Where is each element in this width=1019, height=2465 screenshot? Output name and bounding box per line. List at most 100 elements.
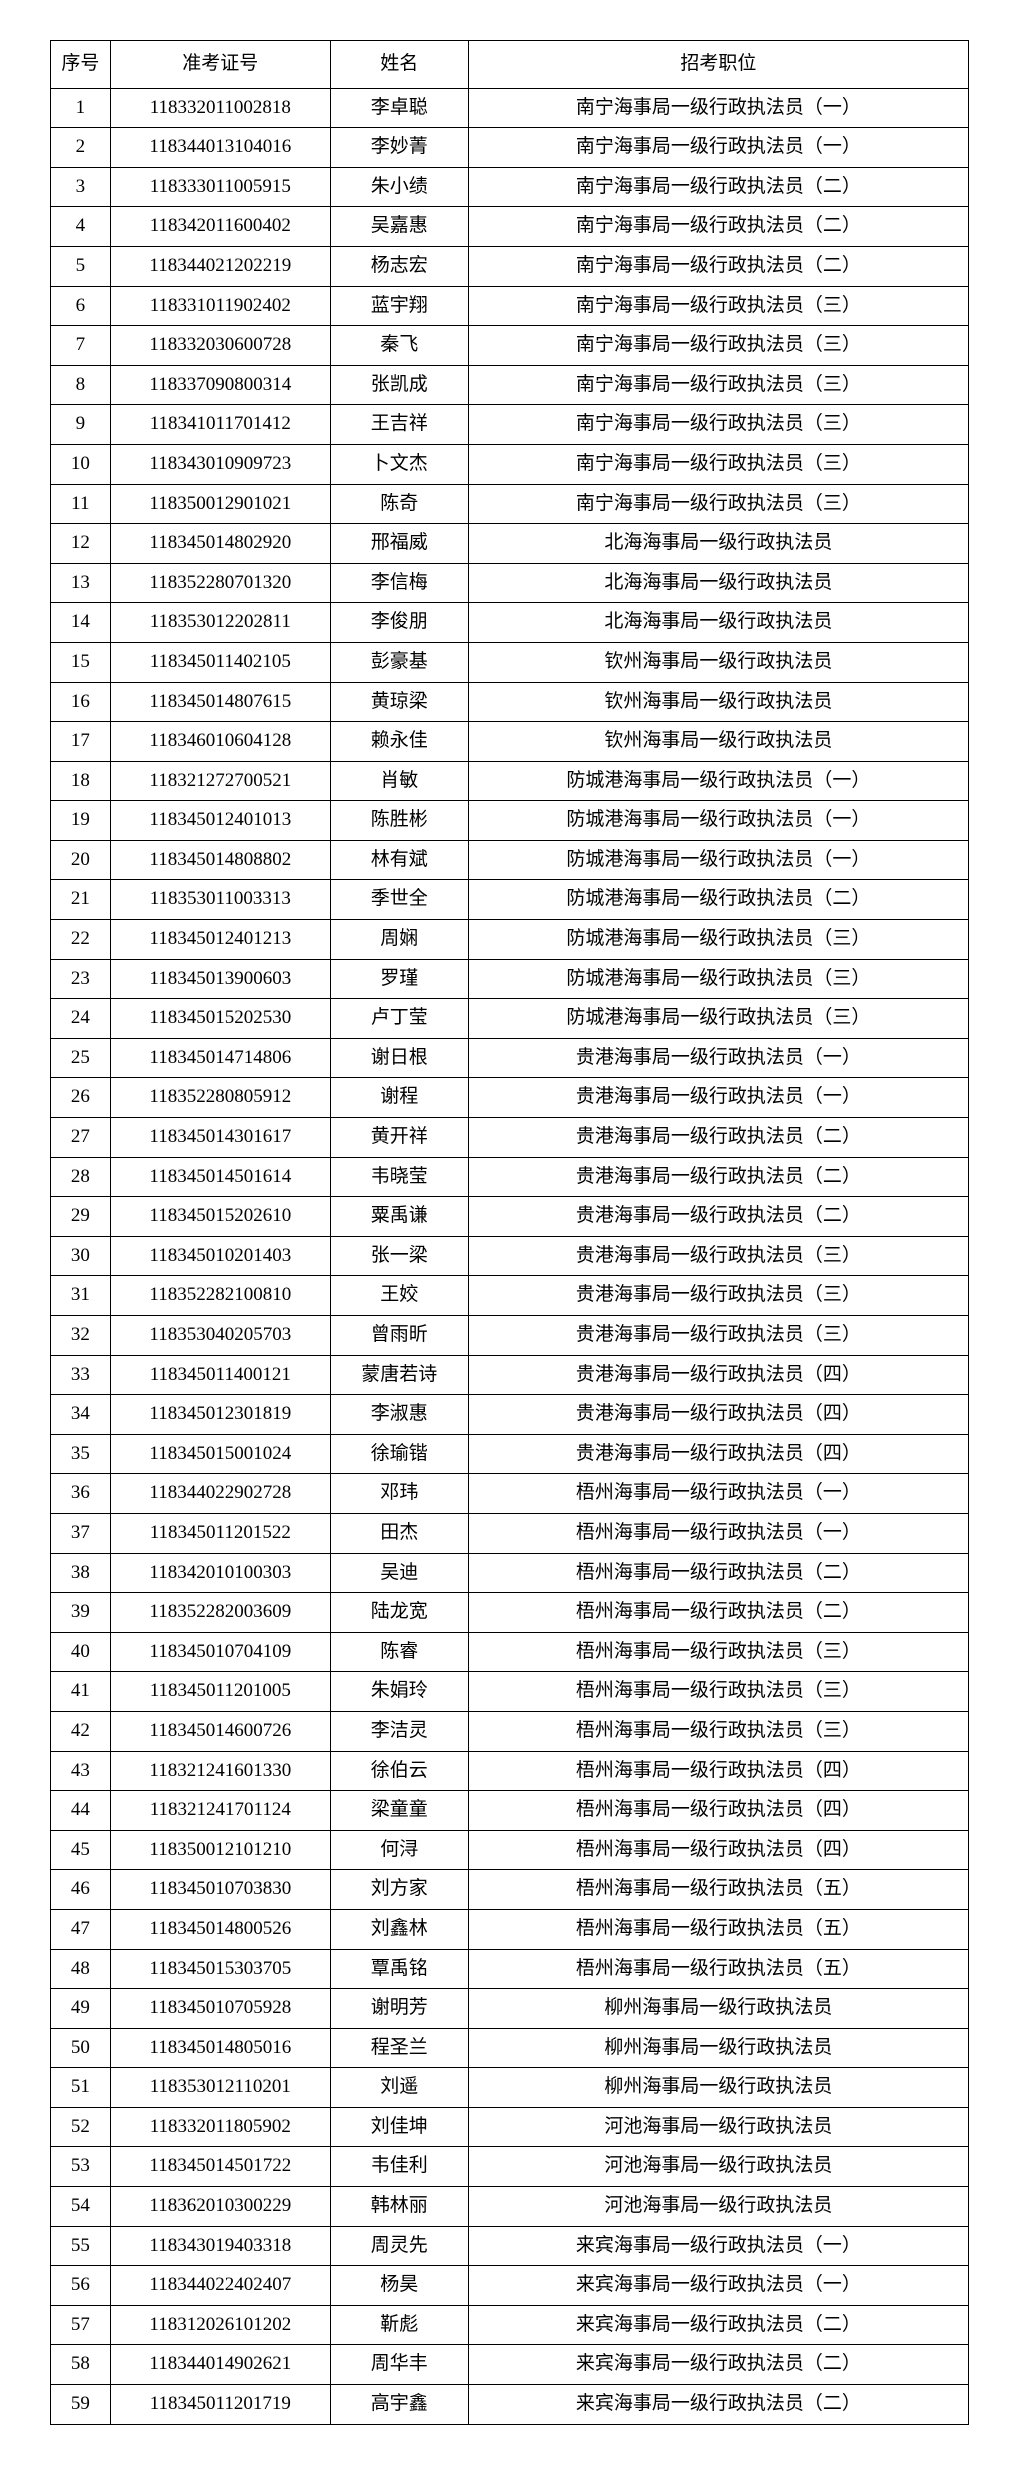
cell-examid: 118345011400121: [110, 1355, 330, 1395]
table-row: 24118345015202530卢丁莹防城港海事局一级行政执法员（三）: [51, 999, 969, 1039]
cell-name: 王吉祥: [330, 405, 468, 445]
cell-name: 吴迪: [330, 1553, 468, 1593]
cell-name: 黄开祥: [330, 1118, 468, 1158]
table-row: 23118345013900603罗瑾防城港海事局一级行政执法员（三）: [51, 959, 969, 999]
cell-name: 李淑惠: [330, 1395, 468, 1435]
table-row: 47118345014800526刘鑫林梧州海事局一级行政执法员（五）: [51, 1909, 969, 1949]
cell-examid: 118345014600726: [110, 1711, 330, 1751]
table-row: 3118333011005915朱小绩南宁海事局一级行政执法员（二）: [51, 167, 969, 207]
cell-name: 邓玮: [330, 1474, 468, 1514]
cell-seq: 18: [51, 761, 111, 801]
cell-examid: 118352280805912: [110, 1078, 330, 1118]
table-row: 20118345014808802林有斌防城港海事局一级行政执法员（一）: [51, 840, 969, 880]
table-row: 37118345011201522田杰梧州海事局一级行政执法员（一）: [51, 1513, 969, 1553]
cell-position: 贵港海事局一级行政执法员（四）: [468, 1395, 968, 1435]
cell-seq: 36: [51, 1474, 111, 1514]
cell-position: 防城港海事局一级行政执法员（三）: [468, 959, 968, 999]
cell-examid: 118353012110201: [110, 2068, 330, 2108]
table-row: 9118341011701412王吉祥南宁海事局一级行政执法员（三）: [51, 405, 969, 445]
cell-seq: 3: [51, 167, 111, 207]
table-row: 32118353040205703曾雨昕贵港海事局一级行政执法员（三）: [51, 1316, 969, 1356]
table-row: 33118345011400121蒙唐若诗贵港海事局一级行政执法员（四）: [51, 1355, 969, 1395]
table-head: 序号 准考证号 姓名 招考职位: [51, 41, 969, 89]
table-row: 29118345015202610粟禹谦贵港海事局一级行政执法员（二）: [51, 1197, 969, 1237]
cell-seq: 52: [51, 2107, 111, 2147]
cell-examid: 118352280701320: [110, 563, 330, 603]
cell-name: 吴嘉惠: [330, 207, 468, 247]
cell-seq: 26: [51, 1078, 111, 1118]
cell-examid: 118345014807615: [110, 682, 330, 722]
table-row: 5118344021202219杨志宏南宁海事局一级行政执法员（二）: [51, 246, 969, 286]
cell-name: 李妙菁: [330, 128, 468, 168]
cell-examid: 118332011002818: [110, 88, 330, 128]
cell-name: 陆龙宽: [330, 1593, 468, 1633]
cell-examid: 118353040205703: [110, 1316, 330, 1356]
cell-position: 北海海事局一级行政执法员: [468, 563, 968, 603]
table-row: 18118321272700521肖敏防城港海事局一级行政执法员（一）: [51, 761, 969, 801]
cell-position: 贵港海事局一级行政执法员（二）: [468, 1157, 968, 1197]
cell-seq: 9: [51, 405, 111, 445]
cell-seq: 8: [51, 365, 111, 405]
cell-position: 梧州海事局一级行政执法员（五）: [468, 1949, 968, 1989]
cell-examid: 118345011201522: [110, 1513, 330, 1553]
cell-examid: 118345010704109: [110, 1632, 330, 1672]
cell-position: 南宁海事局一级行政执法员（一）: [468, 88, 968, 128]
cell-name: 韦晓莹: [330, 1157, 468, 1197]
cell-seq: 48: [51, 1949, 111, 1989]
cell-name: 何浔: [330, 1830, 468, 1870]
cell-position: 柳州海事局一级行政执法员: [468, 1989, 968, 2029]
table-row: 38118342010100303吴迪梧州海事局一级行政执法员（二）: [51, 1553, 969, 1593]
cell-name: 邢福威: [330, 524, 468, 564]
cell-seq: 25: [51, 1038, 111, 1078]
cell-name: 卜文杰: [330, 444, 468, 484]
table-row: 59118345011201719高宇鑫来宾海事局一级行政执法员（二）: [51, 2385, 969, 2425]
cell-name: 彭豪基: [330, 642, 468, 682]
cell-name: 杨志宏: [330, 246, 468, 286]
table-row: 54118362010300229韩林丽河池海事局一级行政执法员: [51, 2187, 969, 2227]
cell-examid: 118345014808802: [110, 840, 330, 880]
cell-examid: 118345010201403: [110, 1236, 330, 1276]
cell-seq: 50: [51, 2028, 111, 2068]
cell-examid: 118321241601330: [110, 1751, 330, 1791]
cell-position: 梧州海事局一级行政执法员（四）: [468, 1751, 968, 1791]
cell-position: 北海海事局一级行政执法员: [468, 603, 968, 643]
cell-examid: 118352282003609: [110, 1593, 330, 1633]
table-row: 26118352280805912谢程贵港海事局一级行政执法员（一）: [51, 1078, 969, 1118]
cell-position: 贵港海事局一级行政执法员（一）: [468, 1078, 968, 1118]
cell-examid: 118345015202530: [110, 999, 330, 1039]
cell-position: 南宁海事局一级行政执法员（一）: [468, 128, 968, 168]
cell-seq: 46: [51, 1870, 111, 1910]
table-row: 15118345011402105彭豪基钦州海事局一级行政执法员: [51, 642, 969, 682]
cell-name: 秦飞: [330, 326, 468, 366]
cell-examid: 118332030600728: [110, 326, 330, 366]
table-row: 27118345014301617黄开祥贵港海事局一级行政执法员（二）: [51, 1118, 969, 1158]
cell-examid: 118344022902728: [110, 1474, 330, 1514]
cell-examid: 118344014902621: [110, 2345, 330, 2385]
table-row: 19118345012401013陈胜彬防城港海事局一级行政执法员（一）: [51, 801, 969, 841]
cell-position: 北海海事局一级行政执法员: [468, 524, 968, 564]
cell-position: 河池海事局一级行政执法员: [468, 2187, 968, 2227]
cell-position: 来宾海事局一级行政执法员（二）: [468, 2385, 968, 2425]
cell-examid: 118342010100303: [110, 1553, 330, 1593]
cell-name: 粟禹谦: [330, 1197, 468, 1237]
cell-position: 河池海事局一级行政执法员: [468, 2147, 968, 2187]
header-name: 姓名: [330, 41, 468, 89]
cell-seq: 40: [51, 1632, 111, 1672]
cell-examid: 118345014802920: [110, 524, 330, 564]
cell-examid: 118345014800526: [110, 1909, 330, 1949]
cell-name: 卢丁莹: [330, 999, 468, 1039]
cell-examid: 118345011201005: [110, 1672, 330, 1712]
cell-position: 防城港海事局一级行政执法员（三）: [468, 999, 968, 1039]
cell-seq: 27: [51, 1118, 111, 1158]
table-row: 48118345015303705覃禹铭梧州海事局一级行政执法员（五）: [51, 1949, 969, 1989]
table-row: 1118332011002818李卓聪南宁海事局一级行政执法员（一）: [51, 88, 969, 128]
cell-name: 李洁灵: [330, 1711, 468, 1751]
cell-name: 程圣兰: [330, 2028, 468, 2068]
table-row: 52118332011805902刘佳坤河池海事局一级行政执法员: [51, 2107, 969, 2147]
cell-name: 谢日根: [330, 1038, 468, 1078]
cell-seq: 6: [51, 286, 111, 326]
cell-position: 梧州海事局一级行政执法员（二）: [468, 1553, 968, 1593]
cell-position: 柳州海事局一级行政执法员: [468, 2068, 968, 2108]
table-row: 25118345014714806谢日根贵港海事局一级行政执法员（一）: [51, 1038, 969, 1078]
cell-seq: 14: [51, 603, 111, 643]
